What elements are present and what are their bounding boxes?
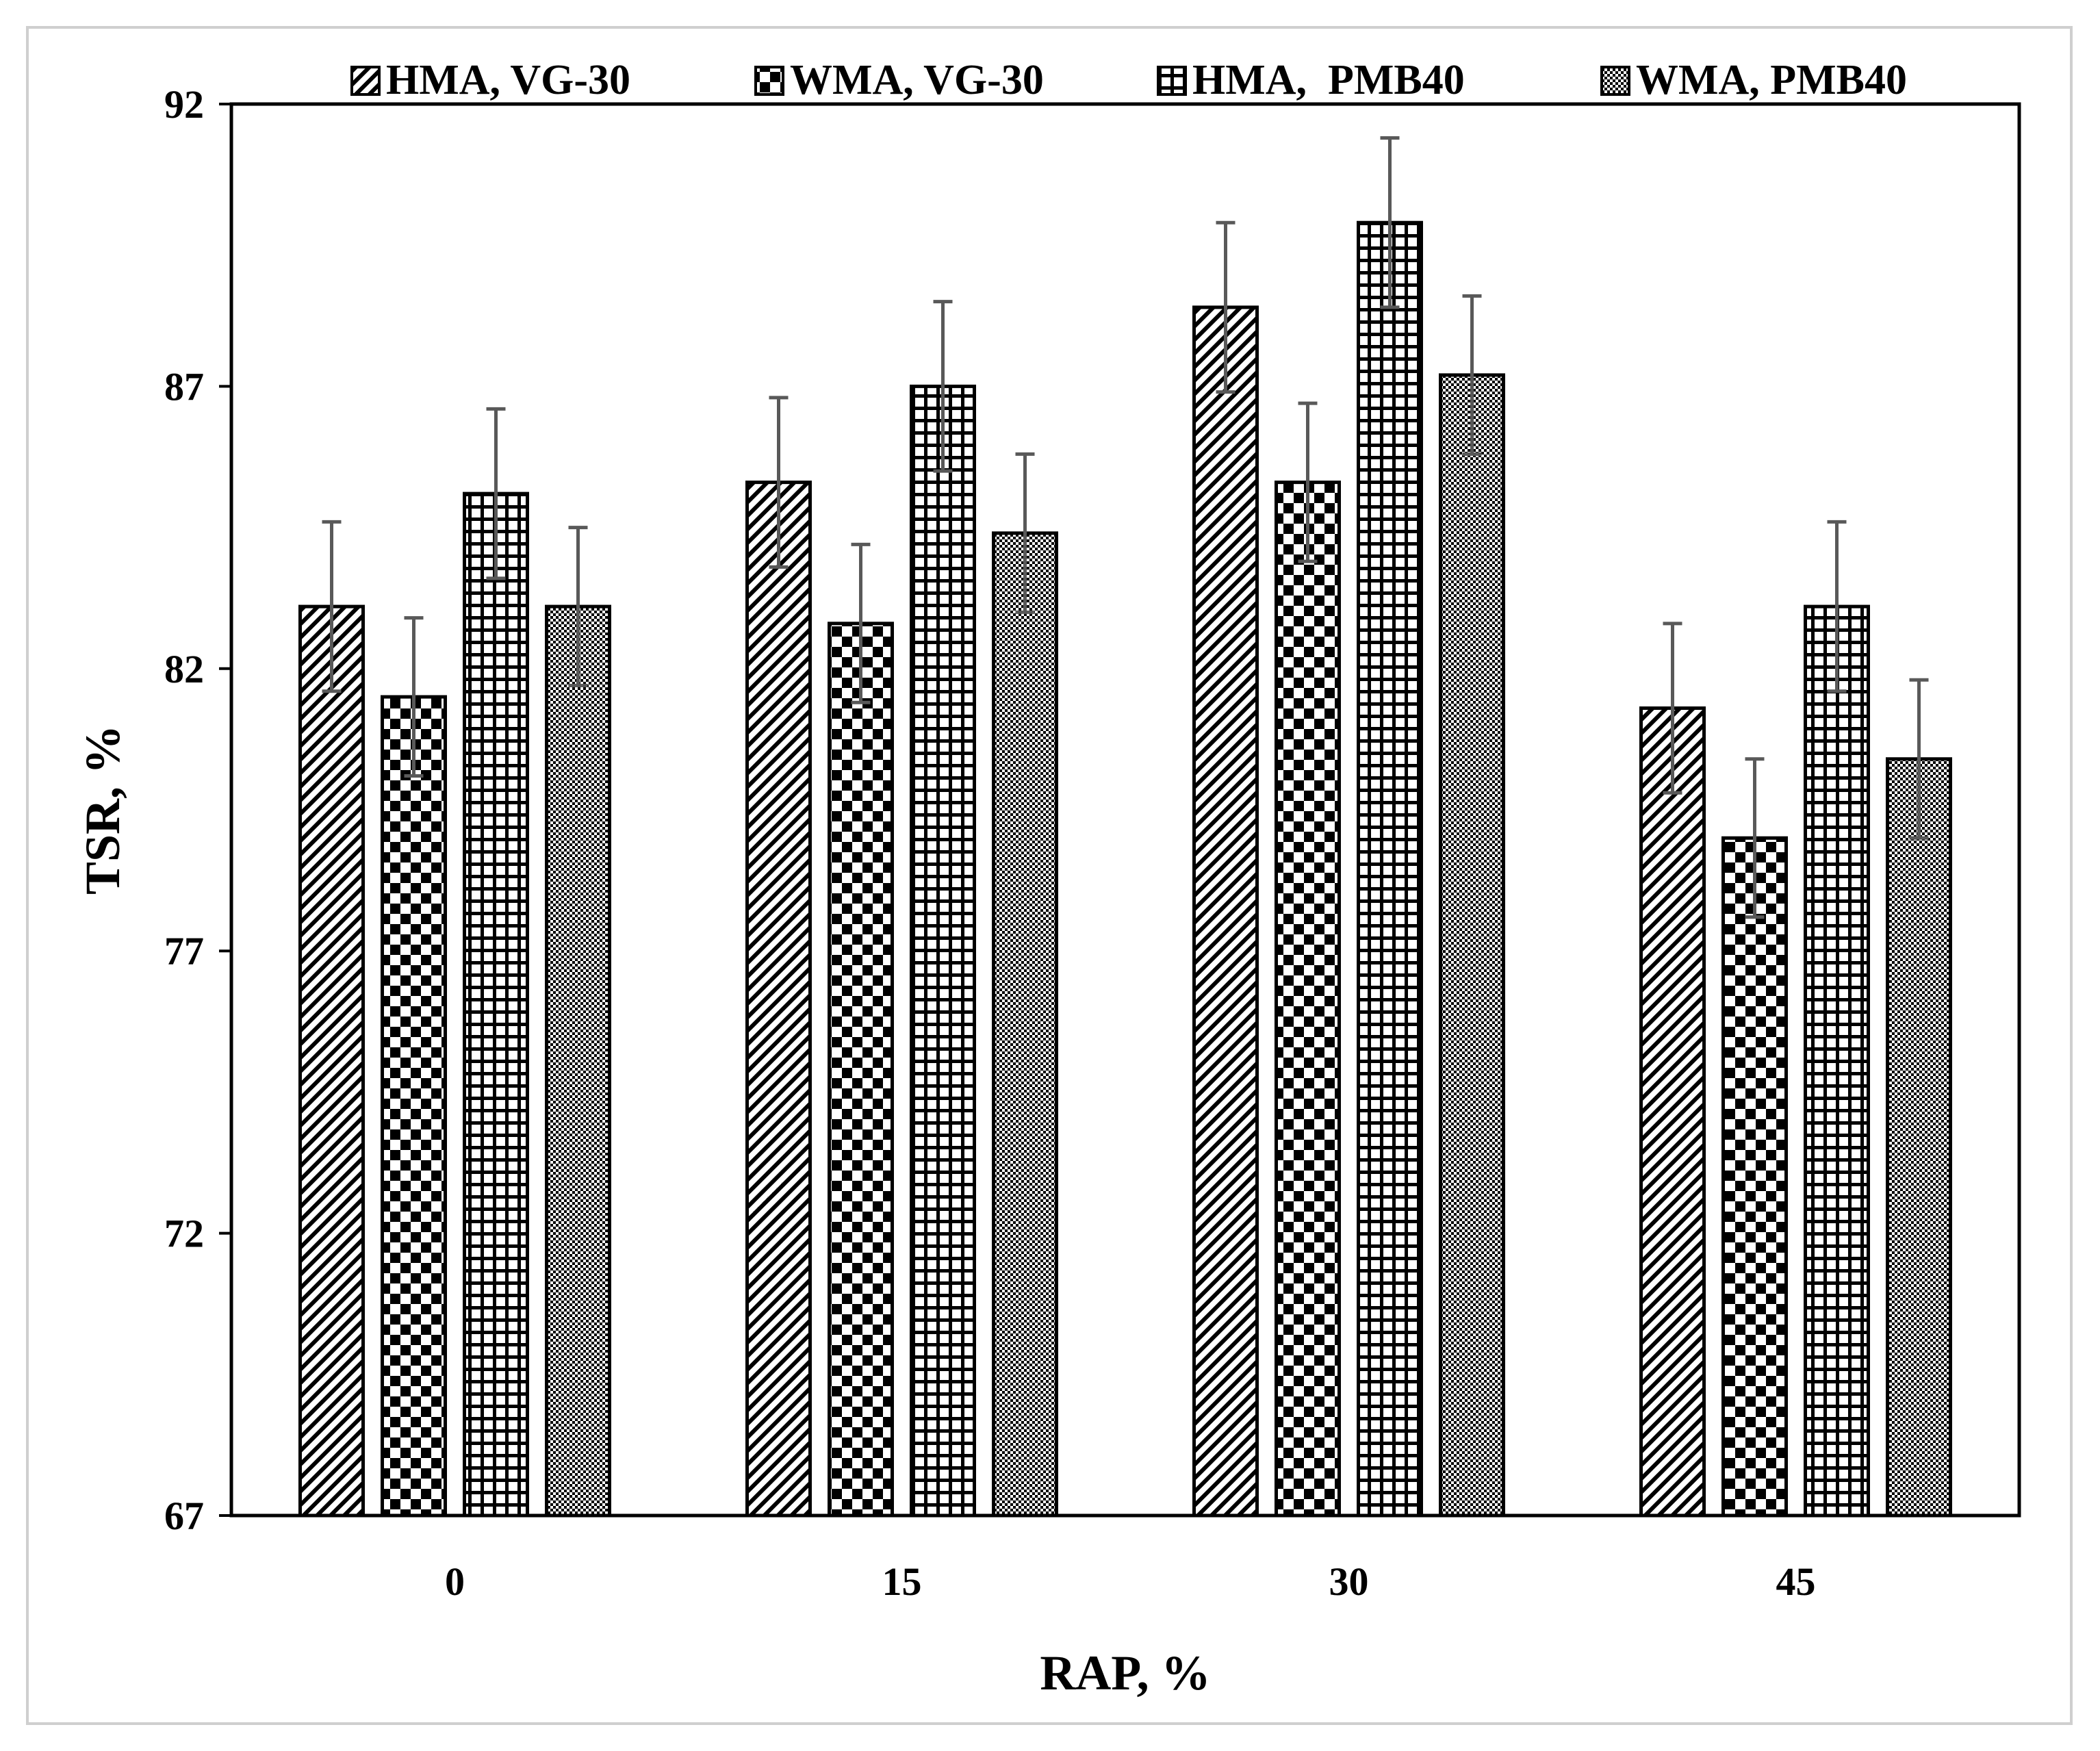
plot-area-border <box>229 102 2021 1518</box>
error-bar <box>1216 220 1235 394</box>
bar-wma-pmb40-rap-15 <box>992 531 1058 1518</box>
y-tick-label: 87 <box>164 364 204 409</box>
bar-wma-vg-30-rap-15 <box>828 622 894 1518</box>
legend-item: HMA, PMB40 <box>1157 57 1465 103</box>
error-bar <box>1663 622 1682 795</box>
bar-hma-pmb40-rap-45 <box>1804 604 1870 1518</box>
error-bar <box>851 542 871 704</box>
x-axis-title: RAP, % <box>1040 1646 1210 1700</box>
y-tick-label: 72 <box>164 1212 204 1256</box>
error-bar <box>1380 136 1400 309</box>
legend-swatch <box>1157 66 1187 96</box>
bar-hma-vg-30-rap-45 <box>1639 706 1706 1518</box>
y-axis-title: TSR, % <box>75 725 130 895</box>
legend-item: WMA, PMB40 <box>1600 57 1907 103</box>
legend-swatch <box>754 66 784 96</box>
x-tick-label: 15 <box>882 1559 922 1604</box>
bar-hma-pmb40-rap-15 <box>910 384 976 1518</box>
y-tick-label: 67 <box>164 1494 204 1538</box>
legend-swatch <box>350 66 381 96</box>
x-tick-label: 30 <box>1329 1559 1369 1604</box>
x-axis-ticks: 0 15 30 45 <box>445 1559 1816 1604</box>
legend: HMA, VG-30 WMA, VG-30 HMA, PMB40 WMA, PMB40 <box>350 57 1907 103</box>
bar-wma-vg-30-rap-45 <box>1721 836 1788 1518</box>
legend-label: HMA, PMB40 <box>1192 57 1465 103</box>
error-bar <box>1298 401 1318 563</box>
error-bar <box>404 616 424 778</box>
bar-hma-pmb40-rap-30 <box>1357 220 1423 1518</box>
legend-label: WMA, VG-30 <box>790 57 1044 103</box>
legend-label: WMA, PMB40 <box>1636 57 1907 103</box>
x-tick-label: 0 <box>445 1559 465 1604</box>
bar-wma-pmb40-rap-45 <box>1886 757 1952 1518</box>
bar-hma-vg-30-rap-30 <box>1192 305 1259 1518</box>
error-bar <box>1015 452 1035 614</box>
legend-item: HMA, VG-30 <box>350 57 630 103</box>
bar-hma-vg-30-rap-15 <box>745 481 812 1518</box>
error-bar <box>568 526 588 688</box>
bar-hma-pmb40-rap-0 <box>463 491 529 1518</box>
error-bar <box>1909 678 1929 840</box>
legend-label: HMA, VG-30 <box>386 57 630 103</box>
bar-wma-pmb40-rap-0 <box>545 604 611 1518</box>
error-bar <box>486 407 506 580</box>
y-tick-label: 92 <box>164 82 204 127</box>
error-bar <box>322 520 342 693</box>
y-tick-label: 77 <box>164 929 204 973</box>
error-bar <box>933 300 953 473</box>
error-bar <box>1827 520 1847 693</box>
y-axis-ticks: 67 72 77 82 87 92 <box>164 82 231 1538</box>
bar-hma-vg-30-rap-0 <box>298 604 365 1518</box>
error-bar <box>1745 757 1765 919</box>
x-tick-label: 45 <box>1776 1559 1816 1604</box>
bar-wma-vg-30-rap-0 <box>381 695 447 1518</box>
y-tick-label: 82 <box>164 647 204 691</box>
error-bar <box>769 396 789 569</box>
error-bar <box>1462 294 1482 456</box>
bars-group <box>298 220 1952 1518</box>
legend-swatch <box>1600 66 1630 96</box>
legend-item: WMA, VG-30 <box>754 57 1044 103</box>
bar-wma-vg-30-rap-30 <box>1275 481 1341 1518</box>
bar-wma-pmb40-rap-30 <box>1439 373 1505 1518</box>
error-bars-group <box>322 136 1929 919</box>
